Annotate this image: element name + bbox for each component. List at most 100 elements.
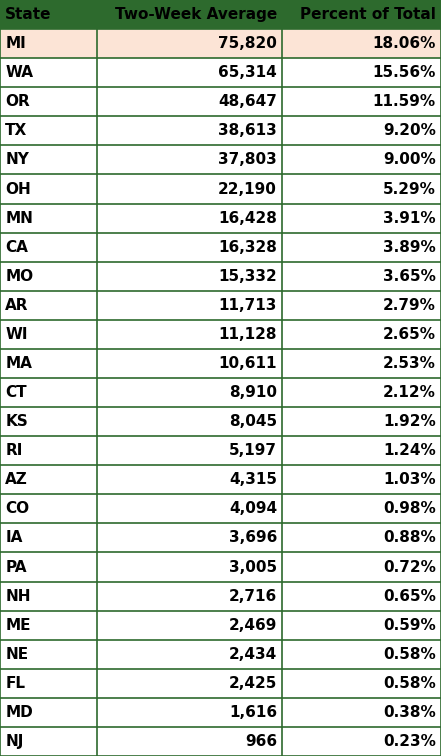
Bar xyxy=(97,494,282,523)
Bar xyxy=(0,145,97,175)
Text: 9.00%: 9.00% xyxy=(383,153,436,167)
Bar xyxy=(97,669,282,698)
Text: 1.24%: 1.24% xyxy=(383,443,436,458)
Bar xyxy=(282,378,441,407)
Text: 18.06%: 18.06% xyxy=(372,36,436,51)
Text: 1.03%: 1.03% xyxy=(383,472,436,488)
Text: 15.56%: 15.56% xyxy=(372,65,436,80)
Bar xyxy=(0,291,97,320)
Bar xyxy=(0,0,97,29)
Text: 0.59%: 0.59% xyxy=(383,618,436,633)
Bar xyxy=(0,407,97,436)
Text: 2.79%: 2.79% xyxy=(383,298,436,313)
Text: 15,332: 15,332 xyxy=(218,268,277,284)
Bar xyxy=(282,553,441,581)
Bar xyxy=(282,203,441,233)
Bar xyxy=(97,436,282,465)
Bar xyxy=(0,727,97,756)
Bar xyxy=(282,465,441,494)
Text: KS: KS xyxy=(5,414,28,429)
Text: 11.59%: 11.59% xyxy=(373,94,436,110)
Text: 38,613: 38,613 xyxy=(218,123,277,138)
Bar xyxy=(282,349,441,378)
Text: RI: RI xyxy=(5,443,22,458)
Text: WI: WI xyxy=(5,327,28,342)
Text: 0.72%: 0.72% xyxy=(383,559,436,575)
Bar xyxy=(0,523,97,553)
Text: NH: NH xyxy=(5,589,31,603)
Text: PA: PA xyxy=(5,559,27,575)
Bar xyxy=(97,262,282,291)
Text: 2,434: 2,434 xyxy=(229,646,277,662)
Text: 5.29%: 5.29% xyxy=(383,181,436,197)
Bar xyxy=(0,233,97,262)
Bar xyxy=(97,523,282,553)
Bar xyxy=(97,727,282,756)
Text: AZ: AZ xyxy=(5,472,28,488)
Text: 3.91%: 3.91% xyxy=(383,211,436,225)
Text: CA: CA xyxy=(5,240,28,255)
Text: 9.20%: 9.20% xyxy=(383,123,436,138)
Bar xyxy=(97,611,282,640)
Text: 11,128: 11,128 xyxy=(218,327,277,342)
Bar xyxy=(282,698,441,727)
Bar xyxy=(282,640,441,669)
Text: 2.12%: 2.12% xyxy=(383,385,436,400)
Text: 0.38%: 0.38% xyxy=(383,705,436,720)
Bar xyxy=(97,698,282,727)
Bar xyxy=(0,698,97,727)
Text: 3.89%: 3.89% xyxy=(383,240,436,255)
Bar xyxy=(282,669,441,698)
Bar xyxy=(97,349,282,378)
Bar xyxy=(97,0,282,29)
Bar xyxy=(97,553,282,581)
Bar xyxy=(97,87,282,116)
Bar xyxy=(0,58,97,87)
Bar xyxy=(282,494,441,523)
Text: 37,803: 37,803 xyxy=(218,153,277,167)
Bar xyxy=(282,407,441,436)
Bar xyxy=(0,669,97,698)
Bar xyxy=(0,378,97,407)
Text: 22,190: 22,190 xyxy=(218,181,277,197)
Bar xyxy=(0,87,97,116)
Text: TX: TX xyxy=(5,123,27,138)
Text: 4,094: 4,094 xyxy=(229,501,277,516)
Text: MN: MN xyxy=(5,211,33,225)
Bar xyxy=(0,116,97,145)
Bar xyxy=(282,320,441,349)
Bar xyxy=(0,611,97,640)
Bar xyxy=(97,378,282,407)
Bar xyxy=(282,175,441,203)
Bar xyxy=(0,29,97,58)
Text: Two-Week Average: Two-Week Average xyxy=(115,7,277,22)
Text: OR: OR xyxy=(5,94,30,110)
Bar xyxy=(0,320,97,349)
Text: 10,611: 10,611 xyxy=(218,356,277,371)
Text: CT: CT xyxy=(5,385,27,400)
Bar xyxy=(282,233,441,262)
Text: 3.65%: 3.65% xyxy=(383,268,436,284)
Bar xyxy=(282,611,441,640)
Text: 0.23%: 0.23% xyxy=(383,734,436,749)
Text: AR: AR xyxy=(5,298,29,313)
Bar xyxy=(282,0,441,29)
Text: MO: MO xyxy=(5,268,34,284)
Bar xyxy=(282,87,441,116)
Text: 2.53%: 2.53% xyxy=(383,356,436,371)
Text: Percent of Total: Percent of Total xyxy=(300,7,436,22)
Bar xyxy=(97,320,282,349)
Text: 48,647: 48,647 xyxy=(218,94,277,110)
Bar xyxy=(97,465,282,494)
Bar xyxy=(282,523,441,553)
Bar xyxy=(97,116,282,145)
Bar xyxy=(0,175,97,203)
Text: 2,716: 2,716 xyxy=(229,589,277,603)
Text: FL: FL xyxy=(5,676,25,691)
Bar xyxy=(97,291,282,320)
Bar xyxy=(97,407,282,436)
Text: 16,428: 16,428 xyxy=(218,211,277,225)
Text: 0.98%: 0.98% xyxy=(383,501,436,516)
Bar xyxy=(0,494,97,523)
Bar xyxy=(282,262,441,291)
